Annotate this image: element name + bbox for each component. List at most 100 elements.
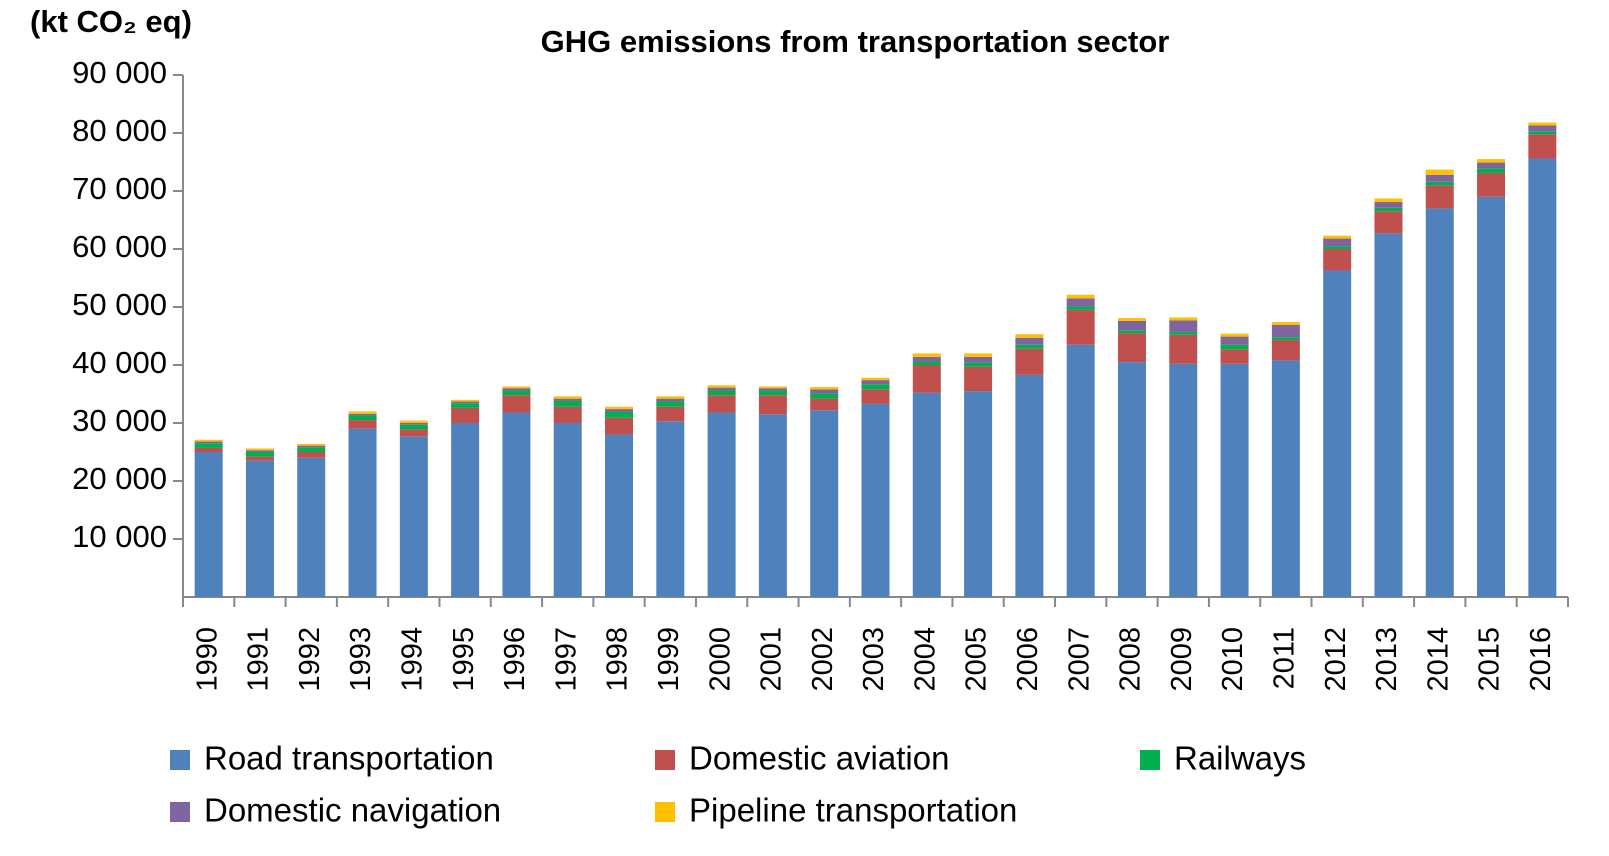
bar-segment	[810, 398, 839, 411]
bar-segment	[1528, 158, 1557, 597]
bar-segment	[1323, 246, 1352, 249]
x-tick-label: 2004	[909, 627, 941, 692]
bar-segment	[245, 460, 274, 597]
bar-segment	[348, 428, 377, 597]
bar-segment	[1015, 348, 1044, 375]
bar-segment	[758, 390, 787, 396]
bar-segment	[605, 409, 634, 412]
bar-segment	[1015, 374, 1044, 597]
bar-segment	[1169, 363, 1198, 597]
bar-segment	[194, 452, 223, 597]
x-tick-label: 2009	[1166, 627, 1198, 692]
legend-label: Domestic navigation	[204, 792, 501, 829]
bar-segment	[1220, 344, 1249, 350]
bar-segment	[1425, 181, 1454, 186]
bar-segment	[912, 356, 941, 362]
x-tick-label: 2001	[756, 627, 788, 692]
bar-segment	[1271, 360, 1300, 597]
bar-segment	[348, 411, 377, 414]
x-tick-label: 1993	[345, 627, 377, 692]
bar-segment	[810, 393, 839, 399]
bar-segment	[1066, 298, 1095, 307]
bar-segment	[1117, 318, 1146, 321]
bar-segment	[1169, 331, 1198, 335]
bar-segment	[245, 456, 274, 461]
y-tick-label: 50 000	[72, 287, 167, 322]
y-tick-label: 10 000	[72, 519, 167, 554]
legend-swatch	[170, 750, 190, 770]
bar-segment	[451, 407, 480, 423]
bar-segment	[912, 353, 941, 357]
bar-segment	[348, 415, 377, 421]
bar-segment	[1528, 125, 1557, 132]
x-tick-label: 1995	[448, 627, 480, 692]
x-tick-label: 2011	[1269, 627, 1301, 689]
bar-segment	[1323, 235, 1352, 239]
bar-segment	[553, 398, 582, 401]
bar-segment	[1066, 309, 1095, 345]
bar-segment	[348, 420, 377, 429]
bar-segment	[1528, 122, 1557, 126]
bar-segment	[861, 384, 890, 390]
bar-segment	[502, 395, 531, 413]
bar-segment	[1477, 173, 1506, 197]
legend-label: Railways	[1174, 740, 1306, 777]
bar-segment	[1015, 344, 1044, 349]
bar-segment	[1425, 185, 1454, 209]
legend-swatch	[170, 802, 190, 822]
bar-segment	[861, 380, 890, 385]
chart-title: GHG emissions from transportation sector	[541, 24, 1170, 59]
bar-segment	[758, 386, 787, 389]
bar-segment	[553, 400, 582, 407]
legend-swatch	[1140, 750, 1160, 770]
bar-segment	[502, 390, 531, 396]
bar-segment	[553, 423, 582, 597]
bar-segment	[1374, 198, 1403, 203]
y-tick-label: 70 000	[72, 171, 167, 206]
bar-segment	[399, 436, 428, 597]
bar-segment	[245, 450, 274, 452]
bar-segment	[912, 361, 941, 365]
x-tick-label: 1992	[294, 627, 326, 692]
bar-segment	[1477, 159, 1506, 163]
x-tick-label: 2002	[807, 627, 839, 692]
bar-segment	[245, 452, 274, 457]
bar-segment	[399, 423, 428, 425]
bar-segment	[1220, 336, 1249, 345]
bar-segment	[861, 377, 890, 381]
bar-segment	[194, 441, 223, 444]
bar-segment	[1117, 362, 1146, 597]
bar-segment	[1066, 294, 1095, 299]
y-tick-label: 20 000	[72, 461, 167, 496]
bar-segment	[1066, 344, 1095, 597]
bar-segment	[1271, 322, 1300, 325]
bar-segment	[707, 390, 736, 396]
y-tick-label: 30 000	[72, 403, 167, 438]
bar-segment	[810, 389, 839, 394]
bar-segment	[656, 401, 685, 407]
bar-segment	[605, 417, 634, 435]
x-tick-label: 2008	[1115, 627, 1147, 692]
bar-segment	[605, 434, 634, 597]
bar-segment	[1477, 162, 1506, 169]
x-tick-label: 1997	[550, 627, 582, 692]
bar-segment	[1323, 270, 1352, 597]
y-axis-title: (kt CO₂ eq)	[30, 4, 192, 39]
bar-segment	[1271, 324, 1300, 338]
x-tick-label: 2013	[1371, 627, 1403, 692]
bar-segment	[861, 403, 890, 597]
y-tick-label: 90 000	[72, 55, 167, 90]
bar-segment	[194, 443, 223, 448]
legend-swatch	[655, 802, 675, 822]
legend-swatch	[655, 750, 675, 770]
bar-segment	[1425, 208, 1454, 597]
x-tick-label: 1998	[602, 627, 634, 692]
bar-segment	[297, 445, 326, 448]
bar-segment	[1169, 334, 1198, 364]
bar-segment	[1169, 317, 1198, 321]
x-tick-label: 1991	[243, 627, 275, 692]
bar-segment	[1425, 169, 1454, 175]
x-tick-label: 1996	[499, 627, 531, 692]
x-tick-label: 2006	[1012, 627, 1044, 692]
